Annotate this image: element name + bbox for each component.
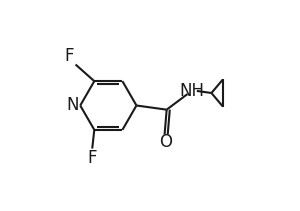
Text: N: N [67,96,79,115]
Text: NH: NH [179,82,204,100]
Text: F: F [88,149,97,167]
Text: O: O [160,133,172,151]
Text: F: F [64,47,74,65]
